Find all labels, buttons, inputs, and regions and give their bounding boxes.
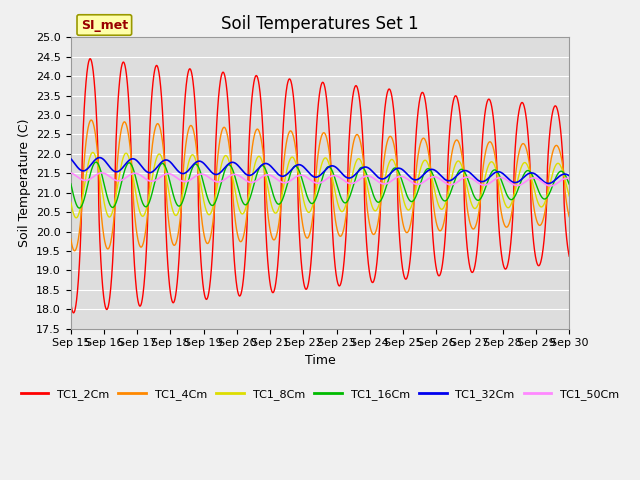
Y-axis label: Soil Temperature (C): Soil Temperature (C) — [18, 119, 31, 247]
X-axis label: Time: Time — [305, 354, 335, 367]
Legend: TC1_2Cm, TC1_4Cm, TC1_8Cm, TC1_16Cm, TC1_32Cm, TC1_50Cm: TC1_2Cm, TC1_4Cm, TC1_8Cm, TC1_16Cm, TC1… — [16, 385, 624, 405]
Text: SI_met: SI_met — [81, 19, 128, 32]
Title: Soil Temperatures Set 1: Soil Temperatures Set 1 — [221, 15, 419, 33]
